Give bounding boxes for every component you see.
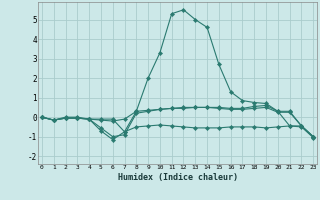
X-axis label: Humidex (Indice chaleur): Humidex (Indice chaleur) [118,173,238,182]
